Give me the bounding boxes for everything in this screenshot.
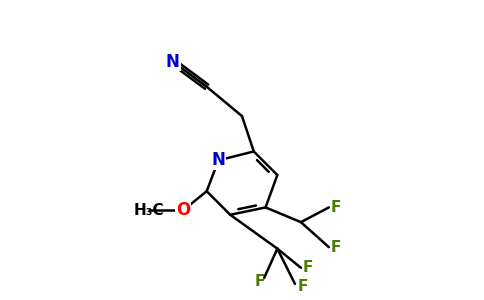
Text: N: N: [166, 53, 180, 71]
Text: N: N: [212, 151, 226, 169]
Text: O: O: [176, 201, 190, 219]
Text: F: F: [331, 240, 341, 255]
Text: F: F: [297, 279, 307, 294]
Text: F: F: [331, 200, 341, 215]
Text: F: F: [255, 274, 265, 289]
Text: H₃C: H₃C: [134, 203, 165, 218]
Text: F: F: [303, 260, 314, 275]
